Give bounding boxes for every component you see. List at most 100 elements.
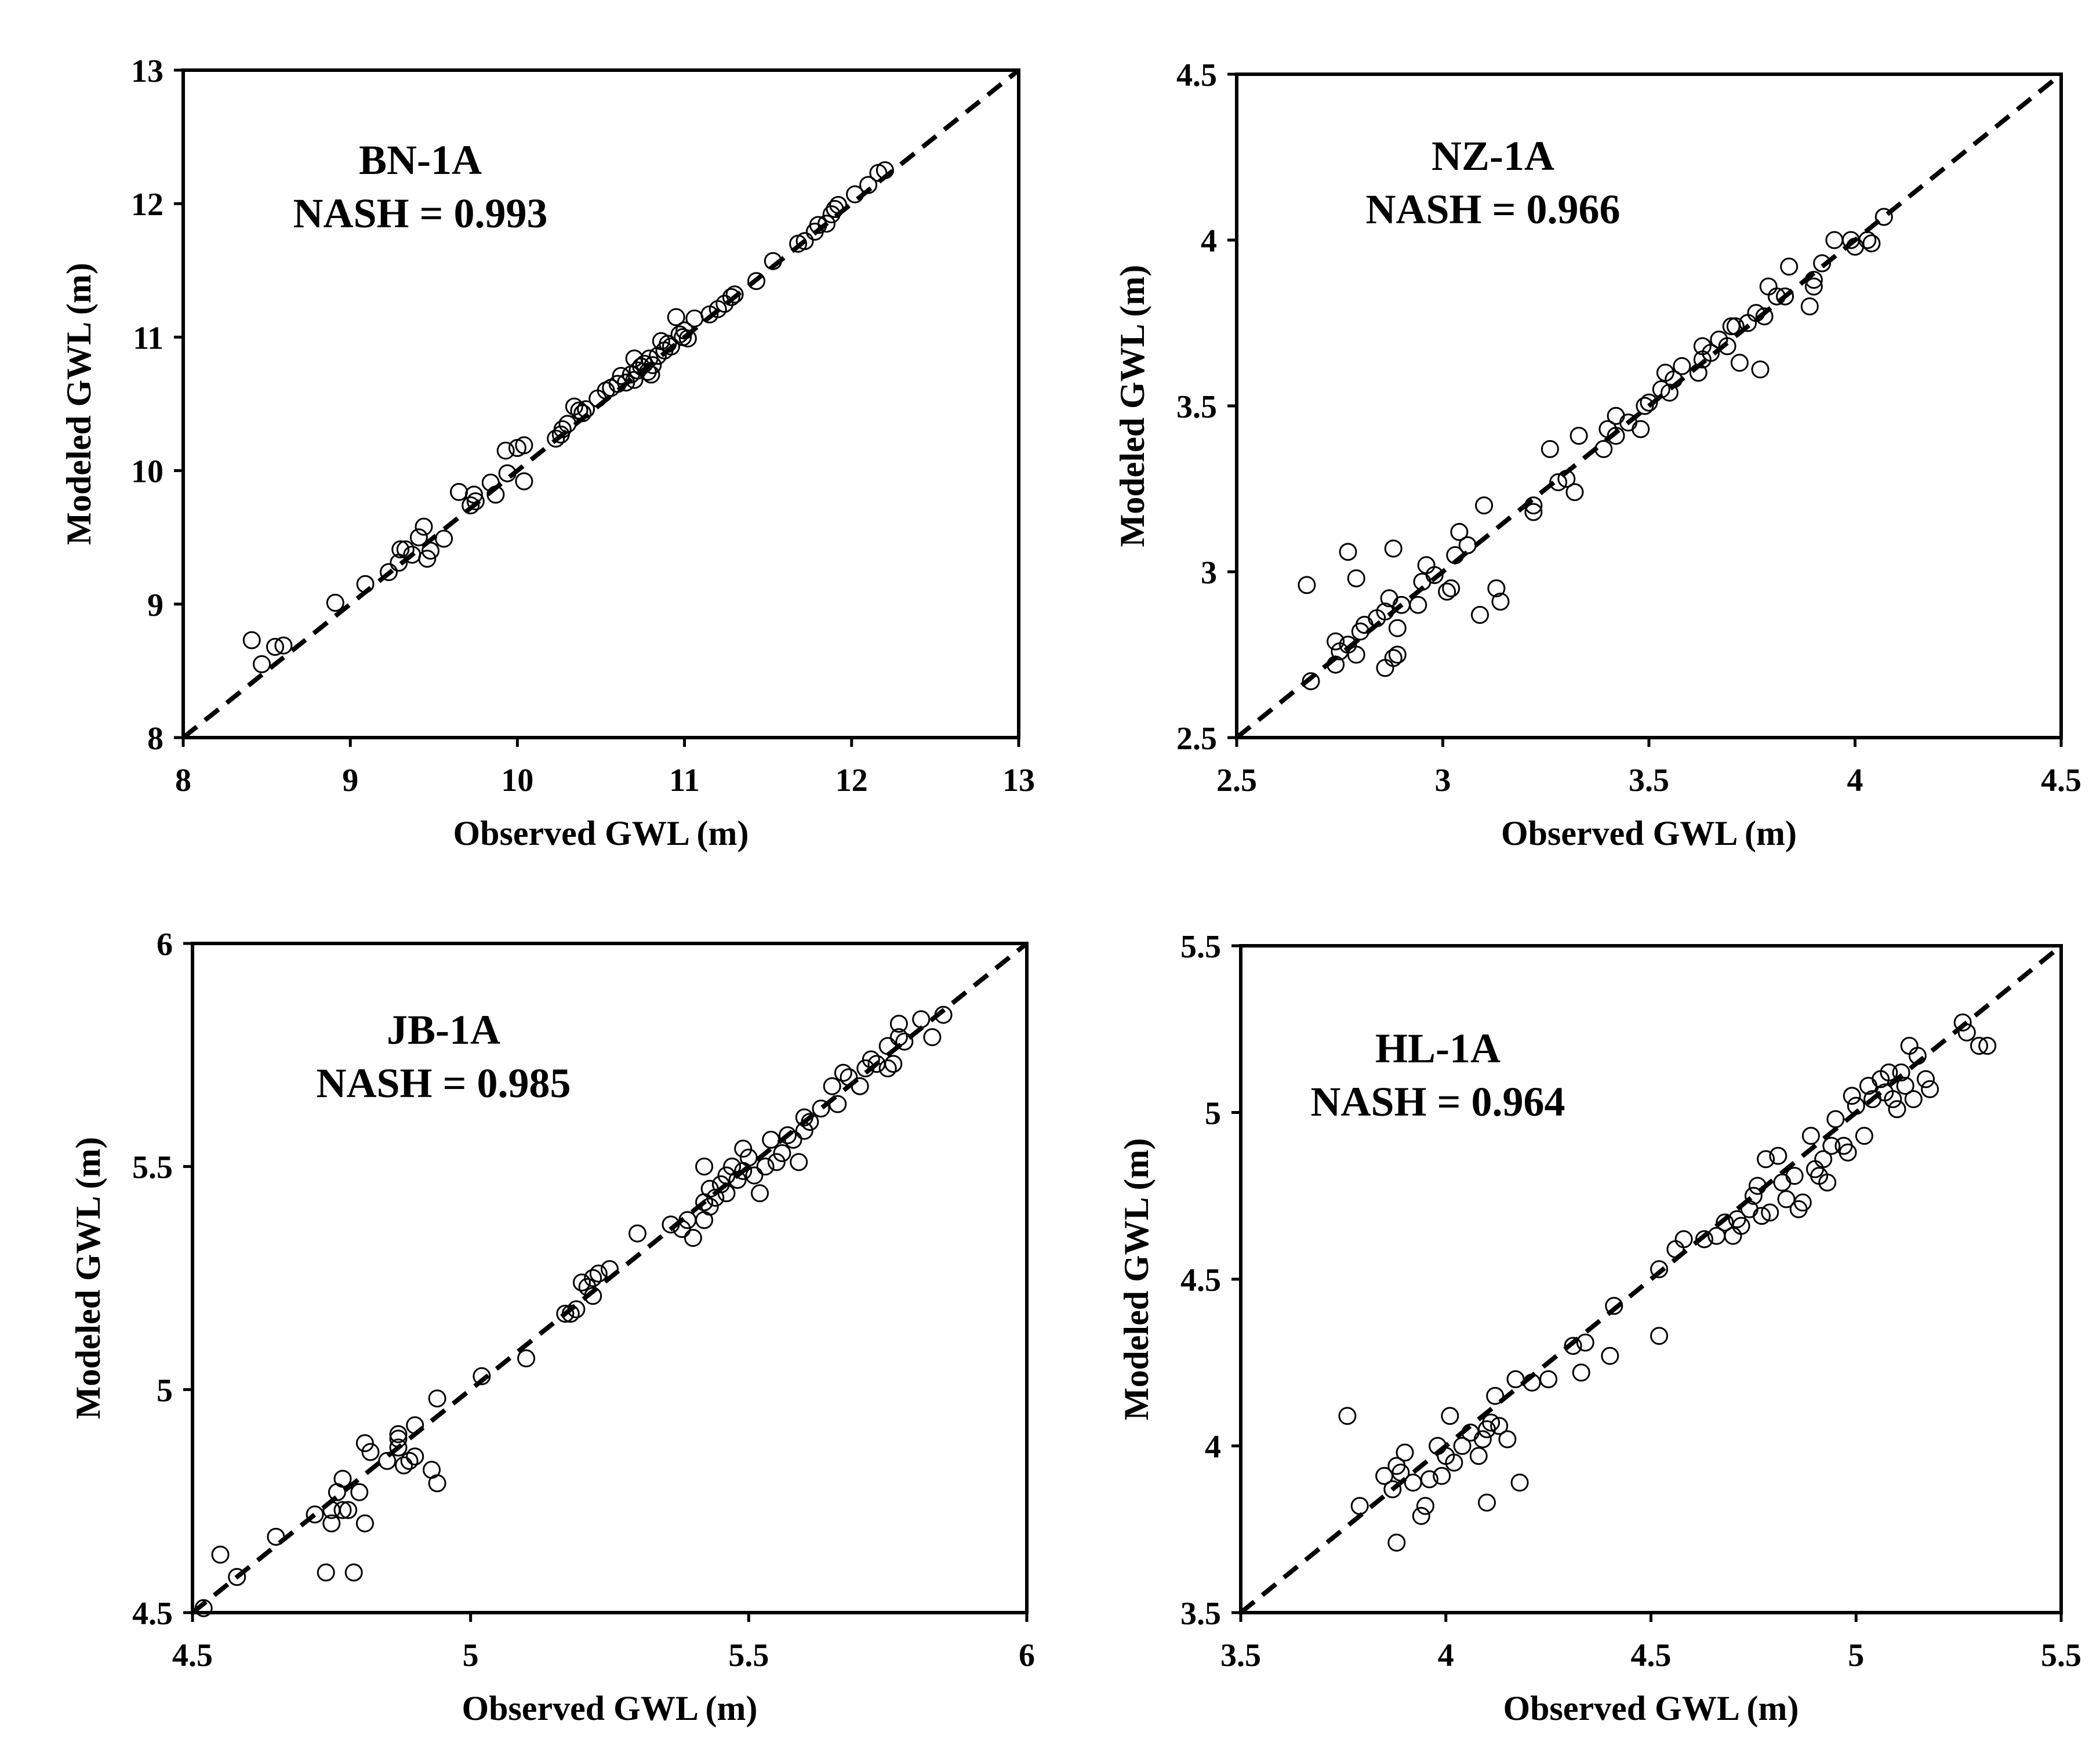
- data-point: [1818, 1173, 1837, 1192]
- data-point: [1524, 496, 1543, 515]
- data-point: [862, 1050, 880, 1069]
- x-axis-label: Observed GWL (m): [453, 814, 749, 852]
- data-point: [1724, 1226, 1742, 1245]
- data-point: [1453, 1437, 1472, 1455]
- data-point: [1753, 1207, 1771, 1225]
- data-point: [211, 1545, 230, 1564]
- data-point: [326, 594, 344, 612]
- data-point: [678, 329, 697, 348]
- x-tick-label: 6: [1019, 1638, 1035, 1674]
- data-point: [1347, 645, 1365, 664]
- y-tick-label: 11: [133, 320, 164, 356]
- data-point: [1417, 556, 1436, 575]
- data-point: [1665, 370, 1683, 389]
- data-point: [1412, 1507, 1430, 1525]
- y-tick-label: 8: [147, 721, 164, 757]
- data-point: [1636, 397, 1654, 415]
- data-point: [790, 1153, 808, 1171]
- data-point: [1747, 304, 1765, 322]
- scatter-points: [242, 161, 894, 673]
- data-point: [662, 1215, 680, 1234]
- data-point: [556, 1305, 575, 1323]
- data-point: [306, 1505, 324, 1524]
- data-point: [795, 1121, 813, 1140]
- data-point: [466, 492, 485, 510]
- data-point: [1416, 1497, 1434, 1515]
- data-point: [567, 1300, 586, 1319]
- plot-frame: [181, 68, 1020, 739]
- data-point: [1569, 427, 1588, 445]
- data-point: [601, 1260, 619, 1279]
- data-point: [912, 1010, 931, 1029]
- data-point: [573, 1273, 591, 1292]
- data-point: [350, 1483, 369, 1501]
- data-point: [685, 309, 704, 328]
- data-point: [717, 1184, 736, 1203]
- data-point: [859, 176, 878, 194]
- data-point: [1420, 1470, 1438, 1489]
- data-point: [1689, 364, 1707, 382]
- data-point: [317, 1563, 335, 1582]
- data-point: [884, 1055, 903, 1073]
- station-name: HL-1A: [1375, 1025, 1500, 1072]
- x-tick-label: 5.5: [2041, 1638, 2081, 1674]
- y-tick-label: 12: [131, 187, 164, 223]
- data-point: [673, 1219, 691, 1238]
- y-tick-label: 5: [1205, 1096, 1221, 1132]
- data-point: [818, 215, 836, 233]
- data-point: [1376, 659, 1394, 677]
- x-tick-label: 3.5: [1220, 1638, 1261, 1674]
- data-point: [1564, 1337, 1582, 1355]
- data-point: [1450, 522, 1469, 541]
- data-point: [1880, 1063, 1898, 1081]
- data-point: [1607, 406, 1625, 425]
- data-point: [829, 196, 848, 214]
- data-point: [378, 1451, 397, 1470]
- data-point: [1695, 1230, 1713, 1248]
- data-point: [558, 415, 577, 433]
- data-point: [1524, 503, 1543, 521]
- data-point: [878, 1059, 897, 1077]
- data-point: [1650, 1327, 1669, 1345]
- data-point: [194, 1599, 213, 1617]
- data-point: [751, 1184, 769, 1203]
- data-point: [762, 1131, 780, 1149]
- data-point: [715, 295, 734, 313]
- scatter-points: [1298, 208, 1893, 691]
- data-point: [391, 540, 410, 558]
- data-point: [339, 1501, 358, 1519]
- data-point: [1839, 1144, 1857, 1161]
- data-point: [1572, 1363, 1590, 1382]
- y-axis-label: Modeled GWL (m): [60, 263, 98, 545]
- data-point: [834, 1063, 852, 1082]
- data-point: [1804, 271, 1823, 289]
- x-tick-label: 3.5: [1629, 763, 1669, 798]
- data-point: [1843, 1087, 1861, 1105]
- y-axis-label: Modeled GWL (m): [1113, 265, 1151, 547]
- data-point: [1744, 1186, 1763, 1205]
- x-tick-label: 5: [1848, 1638, 1864, 1674]
- x-axis-label: Observed GWL (m): [1503, 1689, 1799, 1727]
- data-point: [1473, 1430, 1492, 1449]
- data-point: [1445, 1453, 1463, 1472]
- data-point: [1722, 317, 1741, 336]
- data-point: [1549, 473, 1568, 492]
- data-point: [745, 1166, 764, 1185]
- data-point: [274, 636, 293, 655]
- data-point: [889, 1028, 908, 1047]
- data-point: [717, 1166, 736, 1185]
- data-point: [1757, 1150, 1775, 1168]
- data-point: [1607, 427, 1625, 445]
- data-point: [1632, 420, 1650, 438]
- data-point: [1888, 1100, 1906, 1119]
- station-name: NZ-1A: [1432, 133, 1554, 179]
- data-point: [1884, 1090, 1902, 1108]
- data-point: [473, 1367, 491, 1385]
- data-point: [801, 1113, 819, 1131]
- data-point: [1640, 393, 1658, 412]
- x-tick-label: 12: [835, 763, 868, 798]
- data-point: [406, 1416, 424, 1435]
- data-point: [481, 473, 500, 492]
- data-point: [795, 1108, 813, 1127]
